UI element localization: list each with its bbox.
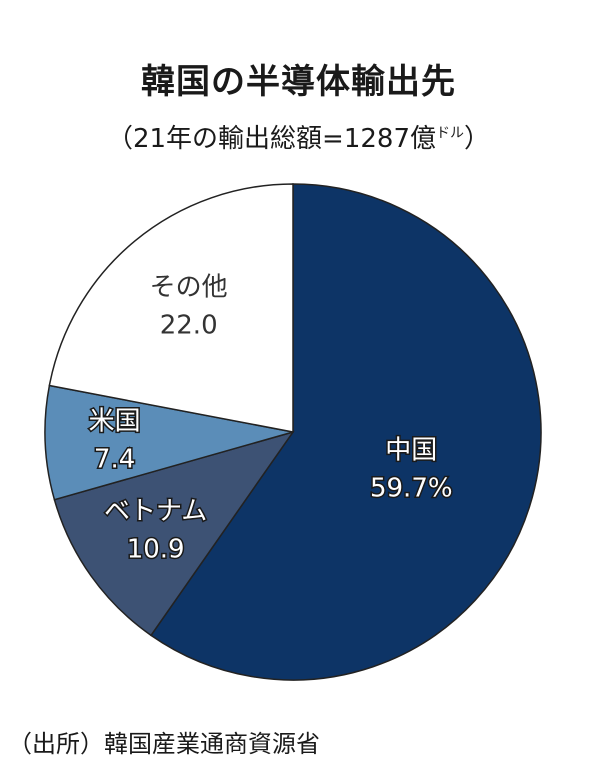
slice-label: ベトナム	[104, 496, 207, 526]
source-note: （出所）韓国産業通商資源省	[8, 730, 320, 758]
pie-slices	[44, 183, 542, 681]
subtitle-main: （21年の輸出総額=1287億	[106, 124, 437, 154]
slice-value: 7.4	[94, 444, 135, 474]
pie-slice	[149, 183, 542, 681]
pie-slice	[48, 183, 294, 433]
pie-slice	[44, 384, 294, 501]
pie-labels: 中国 59.7% ベトナム 10.9 米国 7.4 その他 22.0	[87, 272, 454, 565]
slice-label: その他	[150, 272, 228, 302]
chart-title: 韓国の半導体輸出先	[141, 62, 456, 102]
chart-subtitle: （21年の輸出総額=1287億ドル）	[0, 118, 597, 155]
slice-value: 22.0	[160, 310, 218, 340]
subtitle-close: ）	[464, 124, 491, 154]
slice-value: 10.9	[127, 534, 185, 564]
slice-label: 米国	[89, 406, 141, 436]
subtitle-unit: ドル	[436, 125, 465, 142]
slice-value: 59.7%	[370, 474, 453, 504]
slice-label: 中国	[385, 436, 437, 466]
